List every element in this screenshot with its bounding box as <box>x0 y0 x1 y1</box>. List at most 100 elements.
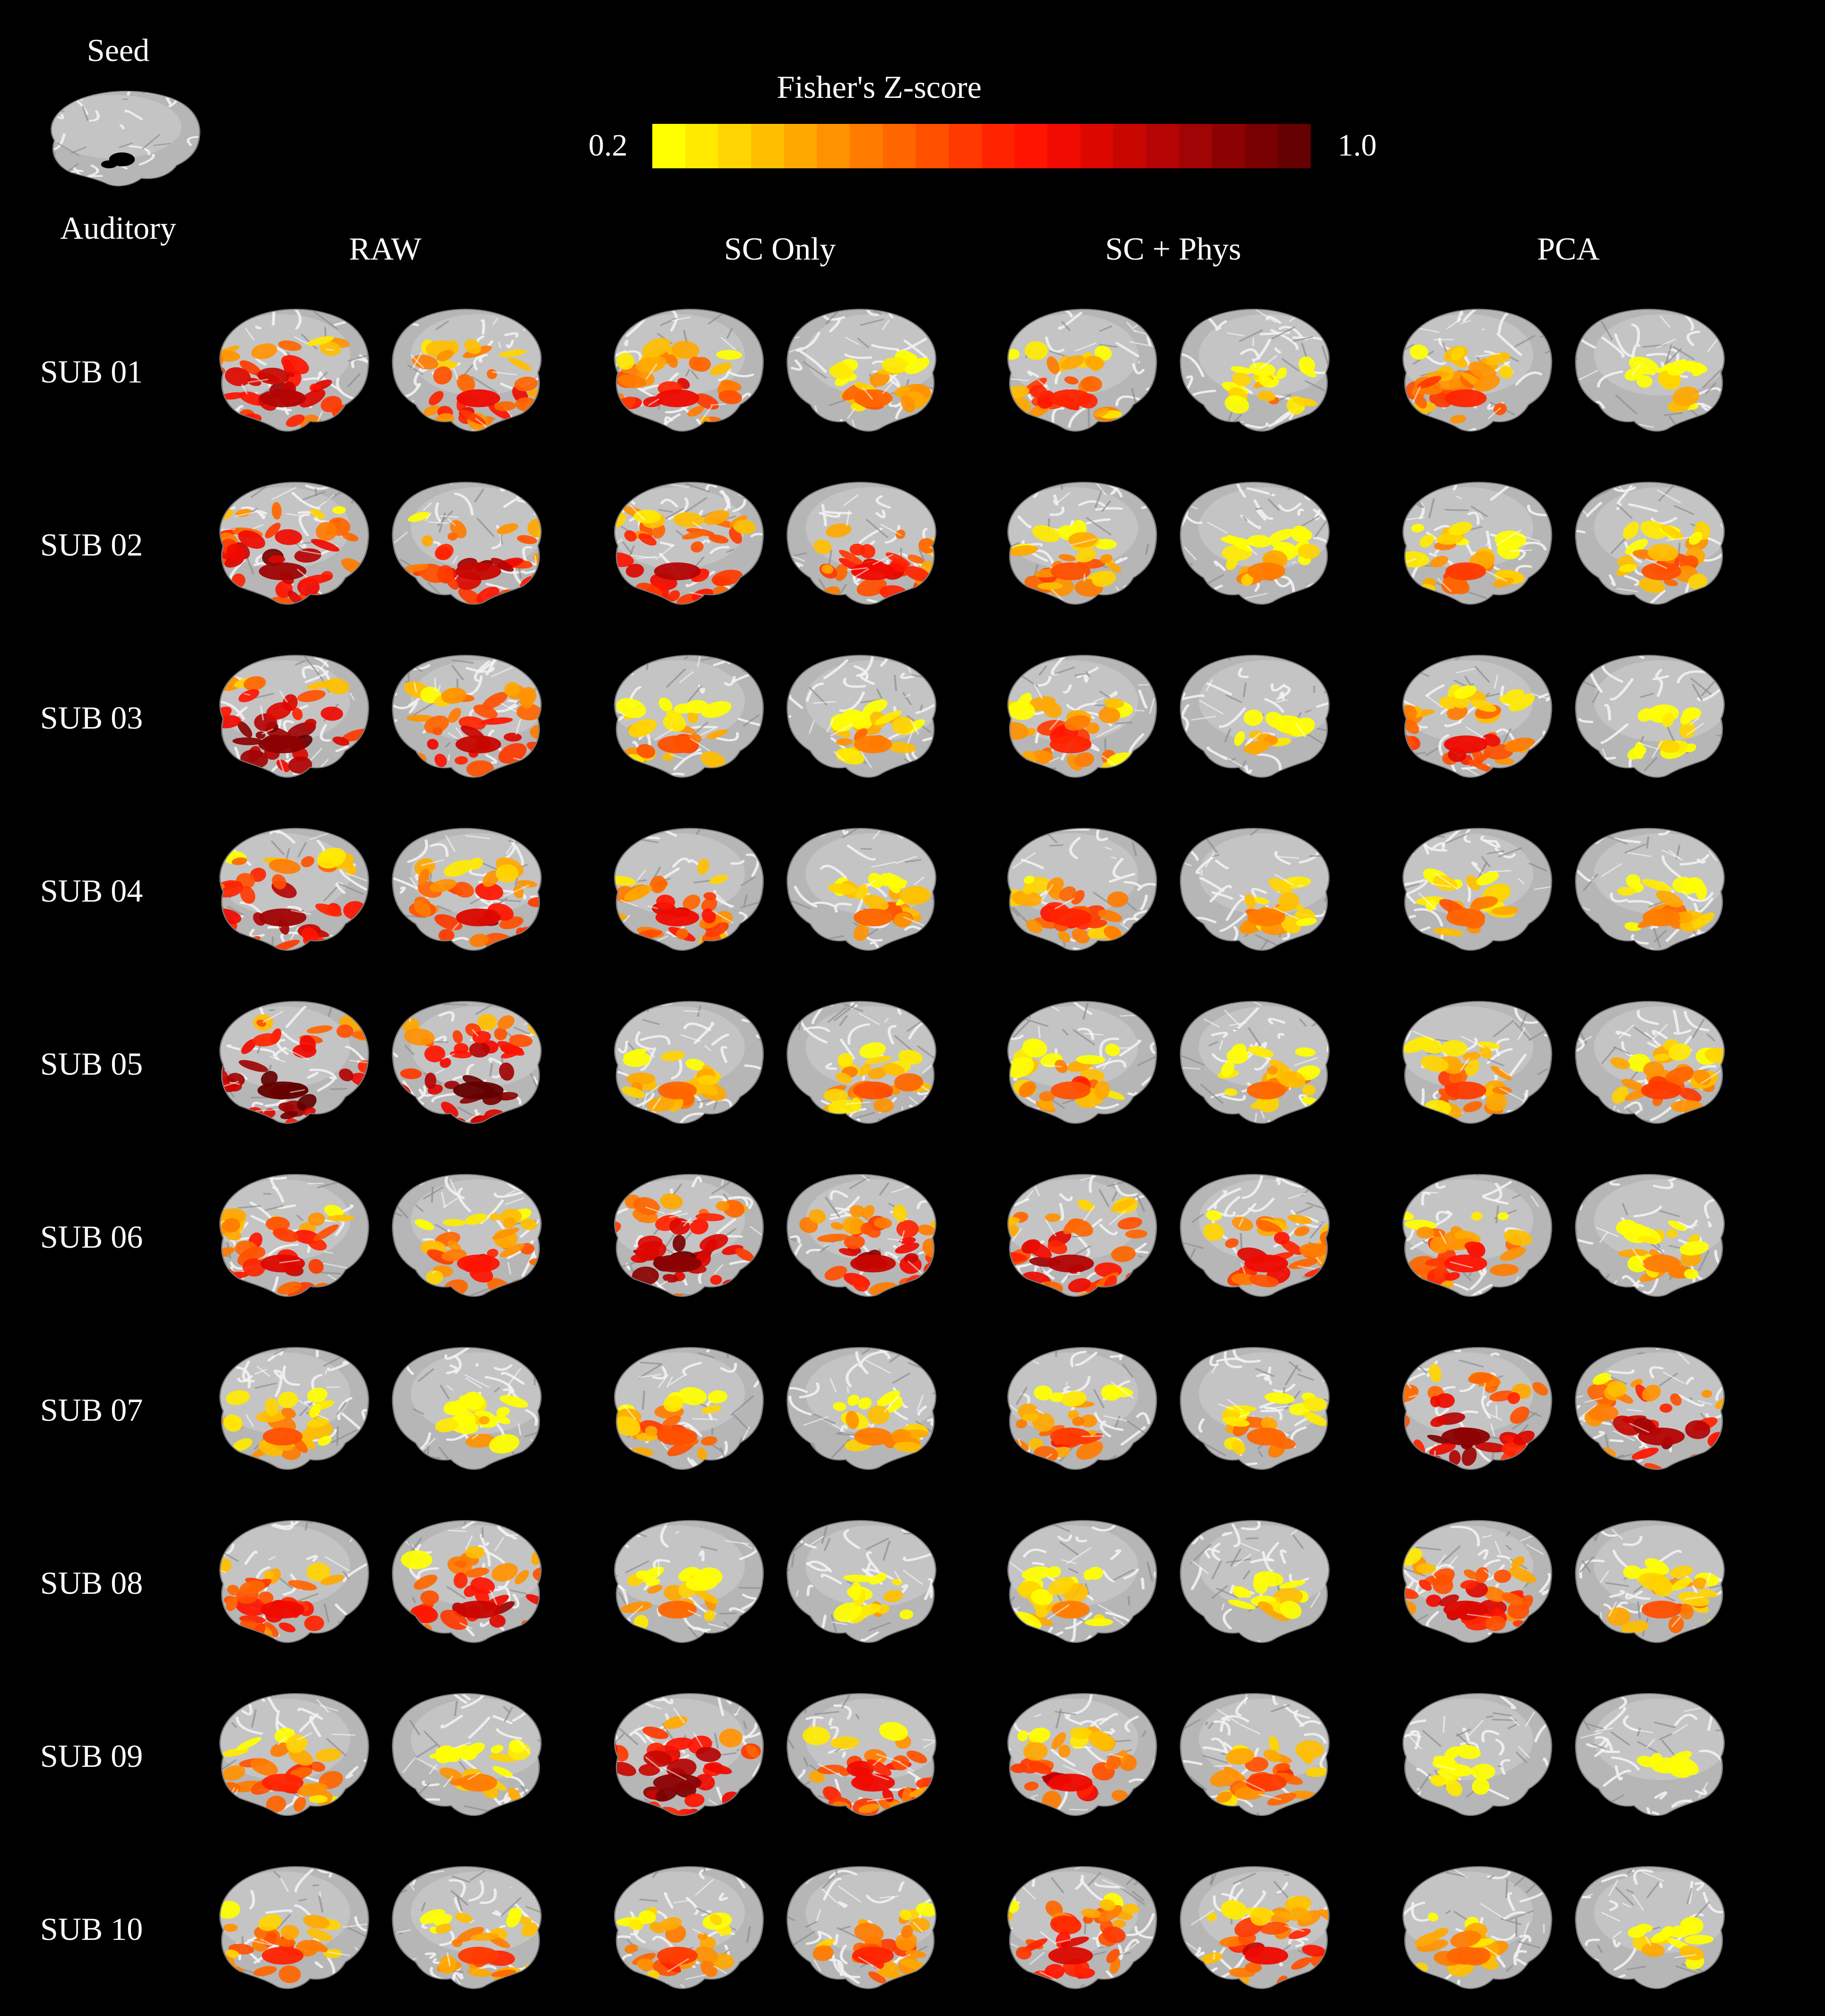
brain-map <box>219 827 369 951</box>
brain-map <box>219 308 369 432</box>
brain-map <box>1575 1000 1725 1124</box>
colorbar-title: Fisher's Z-score <box>777 69 982 105</box>
brain-map <box>1575 1520 1725 1643</box>
colorbar <box>652 124 1311 168</box>
colorbar-min-label: 0.2 <box>588 128 628 163</box>
brain-map <box>1180 827 1330 951</box>
colorbar-swatch <box>1179 124 1212 168</box>
colorbar-swatch <box>1014 124 1047 168</box>
brain-map <box>219 654 369 778</box>
colorbar-swatch <box>784 124 817 168</box>
brain-map <box>1575 481 1725 605</box>
brain-map <box>1007 308 1157 432</box>
brain-map <box>392 1866 542 1989</box>
brain-map <box>219 481 369 605</box>
colorbar-max-label: 1.0 <box>1338 128 1377 163</box>
brain-map <box>1007 1000 1157 1124</box>
brain-map <box>787 481 936 605</box>
brain-map <box>1575 1693 1725 1816</box>
column-header-raw: RAW <box>349 231 422 267</box>
brain-map <box>392 654 542 778</box>
brain-map <box>1180 308 1330 432</box>
colorbar-swatch <box>948 124 982 168</box>
colorbar-swatch <box>817 124 850 168</box>
brain-map <box>1402 1520 1552 1643</box>
colorbar-swatch <box>1113 124 1146 168</box>
brain-map <box>787 1520 936 1643</box>
brain-map <box>1180 1866 1330 1989</box>
brain-map <box>392 308 542 432</box>
brain-map <box>392 1693 542 1816</box>
brain-map <box>392 1347 542 1470</box>
brain-map <box>1575 1173 1725 1297</box>
brain-map <box>1007 1347 1157 1470</box>
brain-map <box>392 1173 542 1297</box>
brain-map <box>787 308 936 432</box>
seed-region-label: Auditory <box>60 210 176 246</box>
colorbar-swatch <box>882 124 916 168</box>
seed-label: Seed <box>86 32 150 68</box>
row-label-sub01: SUB 01 <box>40 354 143 390</box>
column-header-sc-phys: SC + Phys <box>1105 231 1241 267</box>
row-label-sub05: SUB 05 <box>40 1046 143 1082</box>
brain-map <box>1180 1347 1330 1470</box>
brain-map <box>219 1866 369 1989</box>
brain-map <box>1007 481 1157 605</box>
brain-map <box>1402 1347 1552 1470</box>
brain-map <box>614 1866 764 1989</box>
brain-map <box>1402 481 1552 605</box>
brain-map <box>614 1000 764 1124</box>
brain-map <box>1180 654 1330 778</box>
brain-map <box>1575 1347 1725 1470</box>
brain-map <box>392 1520 542 1643</box>
colorbar-swatch <box>1212 124 1245 168</box>
brain-map <box>614 827 764 951</box>
brain-map <box>614 308 764 432</box>
brain-map <box>1575 1866 1725 1989</box>
brain-map <box>1402 654 1552 778</box>
row-label-sub06: SUB 06 <box>40 1219 143 1255</box>
brain-map <box>1402 1866 1552 1989</box>
brain-map <box>787 1000 936 1124</box>
brain-map <box>1575 654 1725 778</box>
brain-map <box>392 1000 542 1124</box>
colorbar-swatch <box>981 124 1015 168</box>
brain-map <box>1180 1173 1330 1297</box>
brain-map <box>614 654 764 778</box>
colorbar-swatch <box>652 124 685 168</box>
row-label-sub09: SUB 09 <box>40 1738 143 1774</box>
brain-map <box>614 1173 764 1297</box>
brain-map <box>1402 1173 1552 1297</box>
brain-map <box>1180 481 1330 605</box>
seed-brain <box>51 90 200 187</box>
brain-map <box>614 481 764 605</box>
brain-map <box>1007 1520 1157 1643</box>
brain-map <box>1402 827 1552 951</box>
brain-map <box>1007 1693 1157 1816</box>
brain-map <box>1402 1000 1552 1124</box>
brain-map <box>1180 1693 1330 1816</box>
brain-map <box>1007 1866 1157 1989</box>
brain-map <box>219 1000 369 1124</box>
brain-map <box>1007 827 1157 951</box>
colorbar-swatch <box>1080 124 1114 168</box>
brain-map <box>1575 308 1725 432</box>
colorbar-swatch <box>1245 124 1278 168</box>
brain-map <box>1180 1520 1330 1643</box>
brain-map <box>392 827 542 951</box>
colorbar-swatch <box>685 124 718 168</box>
row-label-sub02: SUB 02 <box>40 527 143 563</box>
column-header-sc-only: SC Only <box>724 231 836 267</box>
row-label-sub07: SUB 07 <box>40 1392 143 1428</box>
row-label-sub08: SUB 08 <box>40 1565 143 1601</box>
row-label-sub03: SUB 03 <box>40 700 143 736</box>
brain-map <box>787 1173 936 1297</box>
brain-map <box>787 654 936 778</box>
row-label-sub04: SUB 04 <box>40 873 143 909</box>
brain-map <box>614 1347 764 1470</box>
brain-map <box>1180 1000 1330 1124</box>
colorbar-swatch <box>916 124 949 168</box>
colorbar-swatch <box>849 124 883 168</box>
brain-map <box>787 1866 936 1989</box>
